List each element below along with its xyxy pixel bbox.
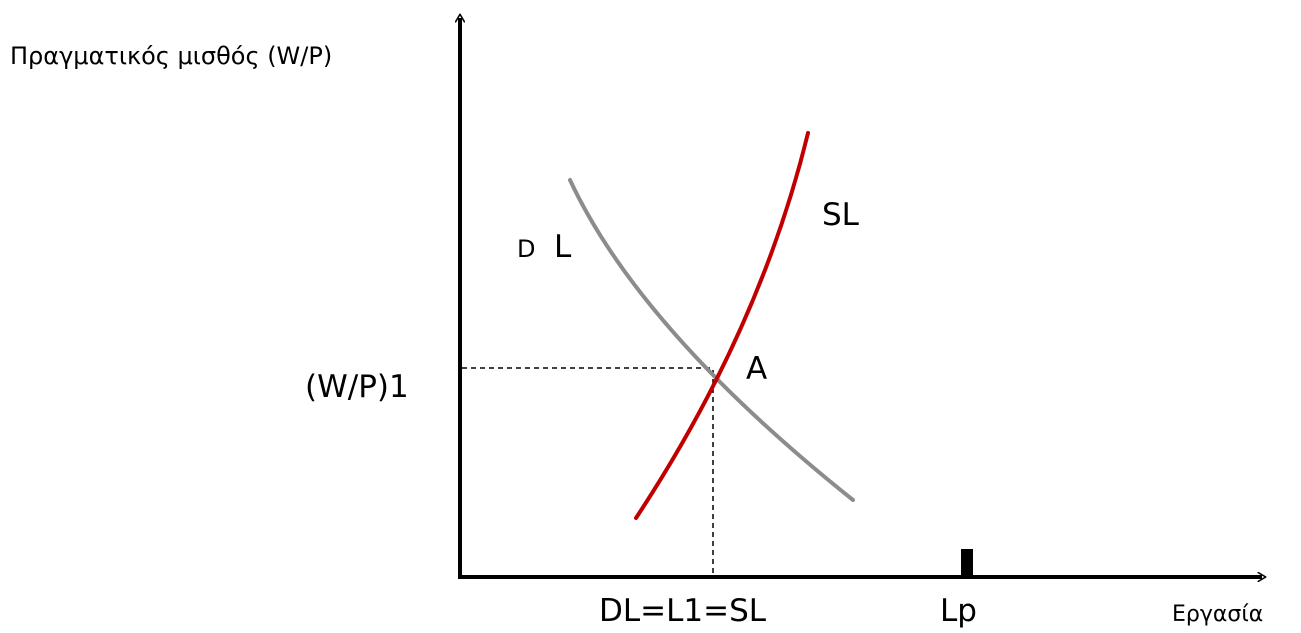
demand-curve-label-d: D <box>517 237 535 261</box>
x-axis-title: Εργασία <box>1172 604 1263 626</box>
y-axis-title: Πραγματικός μισθός (W/P) <box>10 44 332 68</box>
equilibrium-quantity-label: DL=L1=SL <box>599 596 766 627</box>
equilibrium-point-label: A <box>746 354 767 385</box>
demand-curve-label-l: L <box>554 232 571 263</box>
lp-marker <box>961 549 973 576</box>
supply-curve <box>636 133 808 518</box>
supply-curve-label: SL <box>822 200 859 231</box>
equilibrium-wage-label: (W/P)1 <box>305 372 409 403</box>
full-employment-label: Lp <box>940 596 977 627</box>
demand-curve <box>570 180 853 500</box>
